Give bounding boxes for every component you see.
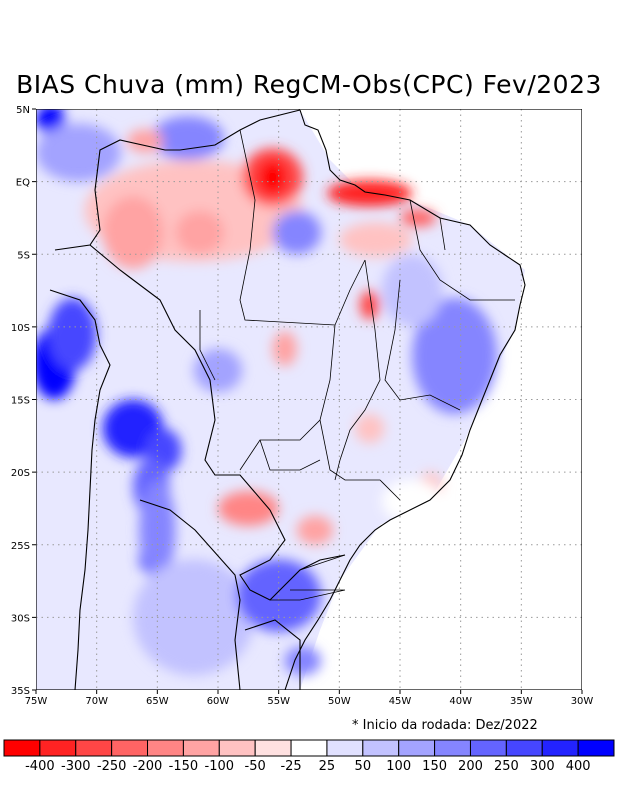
map-grid: [36, 109, 582, 690]
coastline: [284, 109, 526, 690]
argentina-border: [139, 499, 241, 690]
run-start-note: * Inicio da rodada: Dez/2022: [352, 718, 538, 733]
colorbar-box: [434, 739, 471, 757]
colorbar-box: [326, 739, 364, 757]
bias-blob: [218, 491, 279, 526]
map-title: BIAS Chuva (mm) RegCM-Obs(CPC) Fev/2023: [16, 70, 602, 99]
colorbar-box: [577, 739, 615, 757]
bias-blob: [236, 559, 322, 632]
tick-label-lat: 5N: [16, 105, 30, 116]
tick-label-lon: 35W: [510, 696, 533, 707]
bias-blob: [36, 123, 121, 182]
colorbar-label: -200: [133, 759, 163, 774]
colorbar-box: [541, 739, 579, 757]
colorbar-box: [3, 739, 41, 757]
colorbar-label: 100: [386, 759, 411, 774]
colorbar-label: 50: [355, 759, 372, 774]
tick-label-lon: 50W: [328, 696, 351, 707]
colorbar-box: [218, 739, 256, 757]
tick-label-lon: 60W: [207, 696, 230, 707]
colorbar-label: -250: [97, 759, 127, 774]
tick-label-lon: 30W: [571, 696, 594, 707]
bias-blob: [258, 159, 288, 195]
bias-blob: [381, 254, 443, 327]
tick-label-lat: 20S: [11, 468, 30, 479]
axis-ticks: 75W 70W 65W 60W 55W 50W 45W 40W 35W 30W 5N EQ 5S 10S 1…: [11, 105, 593, 707]
bias-blob: [355, 414, 385, 444]
colorbar-label: -25: [280, 759, 301, 774]
bias-blob: [400, 209, 437, 227]
colorbar-label: -50: [245, 759, 266, 774]
colorbar-label: 300: [530, 759, 555, 774]
colorbar-label: 25: [319, 759, 336, 774]
colorbar-label: -150: [169, 759, 199, 774]
bias-blob: [48, 297, 97, 371]
colorbar-box: [182, 739, 220, 757]
bias-blob: [133, 559, 255, 676]
colorbar-box: [111, 739, 149, 757]
tick-label-lon: 45W: [389, 696, 412, 707]
uruguay-border: [244, 619, 301, 690]
colorbar: -400 -300 -250 -200 -150 -100 -50 -25 25 50 100 150…: [3, 739, 615, 774]
bias-blob: [381, 479, 443, 523]
tick-label-lon: 40W: [449, 696, 472, 707]
colorbar-label: 200: [458, 759, 483, 774]
colorbar-box: [39, 739, 77, 757]
bias-blob: [193, 348, 243, 393]
colorbar-label: 250: [494, 759, 519, 774]
tick-label-lat: EQ: [16, 178, 30, 189]
bias-blob: [284, 646, 322, 676]
colorbar-label: -400: [25, 759, 55, 774]
colorbar-label: 150: [422, 759, 447, 774]
tick-label-lat: 15S: [11, 396, 30, 407]
bias-field: [36, 109, 498, 676]
colorbar-box: [75, 739, 113, 757]
bias-blob: [175, 210, 225, 255]
colorbar-box: [398, 739, 436, 757]
brazil-west-border: [54, 109, 301, 251]
tick-label-lon: 55W: [267, 696, 290, 707]
colorbar-box: [147, 739, 184, 757]
state-lines: [199, 129, 515, 601]
tick-label-lon: 70W: [85, 696, 108, 707]
bias-blob: [139, 479, 176, 582]
tick-label-lat: 25S: [11, 541, 30, 552]
tick-label-lat: 35S: [11, 686, 30, 697]
boundaries: [49, 109, 526, 690]
tick-label-lon: 65W: [146, 696, 169, 707]
colorbar-label: 400: [566, 759, 591, 774]
colorbar-box: [505, 739, 543, 757]
bias-blob: [272, 210, 322, 255]
colorbar-box: [469, 739, 507, 757]
colorbar-label: -300: [61, 759, 91, 774]
colorbar-box: [362, 739, 400, 757]
colorbar-box: [254, 739, 292, 757]
bias-blob: [359, 290, 380, 320]
tick-label-lon: 75W: [25, 696, 48, 707]
bias-blob: [272, 331, 297, 367]
bias-blob: [102, 196, 164, 269]
tick-label-lat: 5S: [17, 250, 30, 261]
tick-label-lat: 10S: [11, 323, 30, 334]
bias-blob: [151, 116, 225, 160]
bias-blob: [127, 129, 164, 153]
bias-blob: [339, 222, 413, 258]
andes-boundary: [49, 289, 111, 690]
bias-map: 75W 70W 65W 60W 55W 50W 45W 40W 35W 30W 5N EQ 5S 10S 1…: [11, 105, 593, 707]
bias-blob: [296, 515, 334, 545]
tick-label-lat: 30S: [11, 613, 30, 624]
plot-area: [36, 109, 582, 690]
colorbar-boxes: [3, 739, 615, 757]
colorbar-box: [290, 739, 328, 757]
colorbar-labels: -400 -300 -250 -200 -150 -100 -50 -25 25 50 100 150…: [25, 759, 590, 774]
colorbar-label: -100: [205, 759, 235, 774]
